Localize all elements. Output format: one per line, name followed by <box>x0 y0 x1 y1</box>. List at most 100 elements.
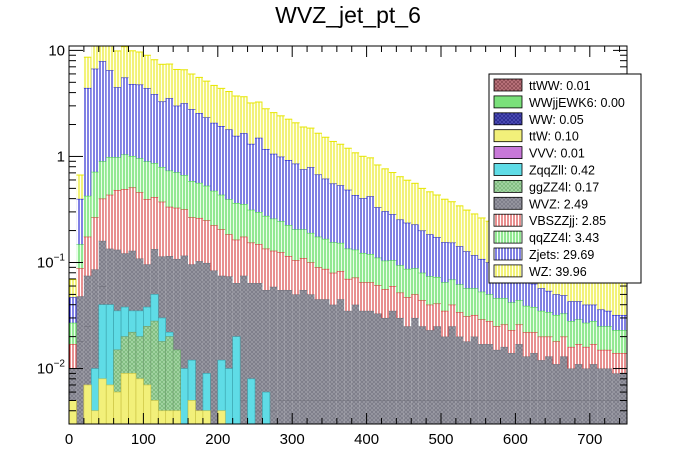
legend-label: ggZZ4l: 0.17 <box>529 180 599 194</box>
bar-vbszzjj <box>500 324 508 347</box>
bar-zjets <box>433 237 441 277</box>
bar-zjets <box>403 222 412 269</box>
bar-wz <box>433 194 441 238</box>
bar-wvz-base <box>470 400 479 424</box>
bar-zjets <box>121 77 129 155</box>
y-tick-label: 10 <box>48 42 65 59</box>
bar-qqzz4l <box>113 157 122 191</box>
y-tick-label: 10−1 <box>37 252 66 271</box>
bar-wvz-base <box>307 400 315 424</box>
y-axis: 10 1 10−1 10−2 <box>37 42 627 425</box>
bar-vbszzjj <box>612 353 620 374</box>
bar-wz <box>351 152 360 196</box>
bar-qqzz4l <box>493 298 501 327</box>
bar-wz <box>210 85 218 123</box>
bar-wvz <box>321 299 330 401</box>
bar-zjets <box>366 196 375 255</box>
bar-ttw <box>83 384 92 424</box>
legend-label: ttW: 0.10 <box>529 130 579 144</box>
bar-zjets <box>470 255 479 289</box>
bar-wz <box>98 46 107 62</box>
bar-vbszzjj <box>493 326 501 350</box>
bar-wvz-base <box>240 400 248 424</box>
legend-label: VVV: 0.01 <box>529 147 585 161</box>
bar-vbszzjj <box>76 268 84 297</box>
bar-zjets <box>158 101 166 168</box>
bar-wz <box>619 276 627 315</box>
bar-qqzz4l <box>225 199 233 235</box>
bar-wvz <box>567 368 575 401</box>
bar-wvz <box>374 313 382 401</box>
bar-wz <box>135 51 144 85</box>
bar-ttw <box>165 410 174 424</box>
legend-item: WW: 0.05 <box>493 112 584 127</box>
bar-vbszzjj <box>597 349 605 369</box>
bar-wz <box>69 279 77 298</box>
bar-qqzz4l <box>188 181 196 218</box>
bar-wvz <box>299 290 308 401</box>
bar-zjets <box>307 167 315 233</box>
bar-ttw <box>98 378 107 424</box>
legend-item: Zjets: 29.69 <box>493 247 594 262</box>
bar-wvz <box>470 336 479 401</box>
bar-zjets <box>135 84 144 159</box>
bar-qqzz4l <box>441 282 449 311</box>
legend-item: ttWW: 0.01 <box>493 78 591 93</box>
bar-zjets <box>552 294 561 315</box>
bar-wvz-base <box>433 400 441 424</box>
bar-zjets <box>604 310 613 327</box>
legend-item: WWjjEWK6: 0.00 <box>493 95 625 110</box>
bar-vbszzjj <box>411 294 419 318</box>
bar-wvz <box>418 326 427 401</box>
bar-wz <box>128 50 136 85</box>
bar-zjets <box>284 160 293 226</box>
bar-wz <box>217 88 226 127</box>
bar-zjets <box>582 304 590 323</box>
x-tick-label: 100 <box>131 431 156 448</box>
bar-qqzz4l <box>180 175 189 210</box>
bar-qqzz4l <box>210 190 218 226</box>
bar-wvz-base <box>299 400 308 424</box>
bar-wvz <box>500 346 508 401</box>
bar-zjets <box>202 117 211 186</box>
bar-vbszzjj <box>180 209 189 256</box>
legend-swatch <box>493 213 523 227</box>
bar-wz <box>240 96 248 134</box>
bar-wvz <box>69 368 77 411</box>
legend-item: ttW: 0.10 <box>493 129 579 144</box>
bar-zjets <box>351 195 360 250</box>
bar-wvz <box>441 336 449 401</box>
bar-vbszzjj <box>255 244 263 284</box>
bar-vbszzjj <box>478 319 486 345</box>
bar-vbszzjj <box>433 303 441 327</box>
x-tick-label: 200 <box>205 431 230 448</box>
bar-qqzz4l <box>448 279 456 305</box>
bar-vbszzjj <box>240 236 248 276</box>
bar-wz <box>329 141 337 184</box>
bar-wvz <box>426 330 434 401</box>
bar-zjets <box>210 122 218 191</box>
bar-wvz-base <box>560 400 568 424</box>
bar-ttw <box>69 400 77 424</box>
bar-zjets <box>507 274 516 303</box>
bar-zjets <box>522 280 531 306</box>
bar-zjets <box>269 153 278 219</box>
stacked-histogram <box>69 46 627 424</box>
bar-wz <box>418 188 427 231</box>
legend-item: WVZ: 2.49 <box>493 196 588 211</box>
bar-wvz <box>597 368 605 401</box>
bar-wvz-base <box>351 400 360 424</box>
bar-wvz <box>336 299 345 401</box>
bar-wvz <box>292 294 300 401</box>
bar-zjets <box>314 174 322 237</box>
bar-wvz-base <box>83 326 92 424</box>
bar-wvz <box>277 290 285 401</box>
bar-wz <box>336 144 345 186</box>
bar-zjets <box>619 314 627 331</box>
bar-vbszzjj <box>121 189 129 254</box>
bar-qqzz4l <box>411 268 419 295</box>
bar-wvz <box>83 275 92 327</box>
bar-wvz-base <box>255 410 263 424</box>
bar-vbszzjj <box>552 341 561 365</box>
bar-zjets <box>388 214 397 261</box>
